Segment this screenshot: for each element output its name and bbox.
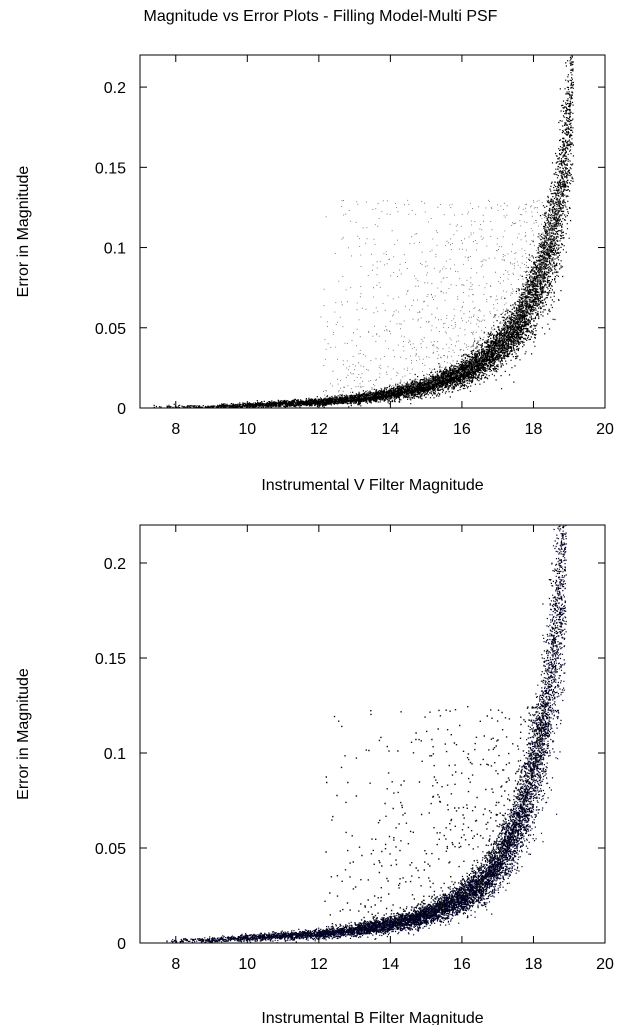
x-tick-label: 12	[310, 956, 328, 973]
page-title: Magnitude vs Error Plots - Filling Model…	[143, 8, 498, 25]
dense-band-points	[166, 525, 567, 943]
y-tick-label: 0.1	[104, 241, 126, 258]
v-filter-scatter-plot: 8 10 12 14 16 18 20 0 0.05 0.1 0.15 0.2 Instrumental…	[15, 54, 614, 494]
plot-frame	[139, 524, 606, 944]
y-tick-label: 0.05	[95, 841, 126, 858]
x-tick-label: 16	[453, 956, 471, 973]
scatter-points	[166, 525, 567, 943]
b-filter-scatter-plot: 8 10 12 14 16 18 20 0 0.05 0.1 0.15 0.2 Instrumental…	[15, 524, 614, 1025]
scatter-points	[151, 55, 574, 408]
x-tick-label: 12	[310, 421, 328, 438]
x-tick-label: 16	[453, 421, 471, 438]
x-axis-label: Instrumental V Filter Magnitude	[261, 477, 483, 494]
x-tick-label: 18	[525, 956, 543, 973]
x-tick-label: 10	[238, 421, 256, 438]
x-tick-label: 10	[238, 956, 256, 973]
y-tick-label: 0.1	[104, 746, 126, 763]
y-tick-label: 0.2	[104, 80, 126, 97]
dense-band-points	[151, 55, 574, 408]
x-tick-label: 14	[381, 421, 399, 438]
y-tick-label: 0.2	[104, 556, 126, 573]
x-axis-label: Instrumental B Filter Magnitude	[261, 1010, 483, 1025]
x-tick-label: 20	[596, 421, 614, 438]
x-tick-label: 8	[171, 956, 180, 973]
y-tick-label: 0	[117, 936, 126, 953]
x-tick-label: 20	[596, 956, 614, 973]
y-axis-label: Error in Magnitude	[15, 166, 32, 298]
y-tick-label: 0.05	[95, 321, 126, 338]
y-tick-label: 0.15	[95, 160, 126, 177]
x-tick-label: 18	[525, 421, 543, 438]
plot-frame	[139, 54, 606, 409]
y-tick-label: 0.15	[95, 651, 126, 668]
x-tick-label: 14	[381, 956, 399, 973]
y-axis-label: Error in Magnitude	[15, 668, 32, 800]
x-tick-label: 8	[171, 421, 180, 438]
y-tick-label: 0	[117, 401, 126, 418]
